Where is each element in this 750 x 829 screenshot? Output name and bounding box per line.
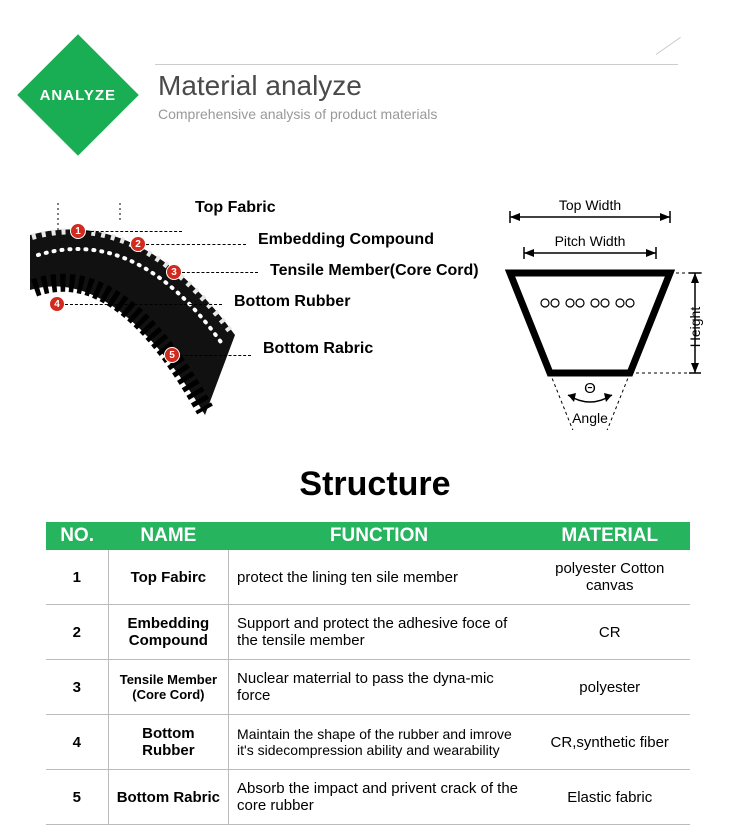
table-row: 4Bottom RubberMaintain the shape of the … bbox=[46, 715, 690, 770]
cell-no: 1 bbox=[46, 550, 108, 605]
profile-angle-symbol: Θ bbox=[584, 380, 596, 397]
analyze-badge: ANALYZE bbox=[18, 35, 138, 155]
table-row: 1Top Fabircprotect the lining ten sile m… bbox=[46, 550, 690, 605]
header-titles: Material analyze Comprehensive analysis … bbox=[158, 70, 437, 122]
structure-table: NO. NAME FUNCTION MATERIAL 1Top Fabircpr… bbox=[46, 522, 690, 825]
table-row: 3Tensile Member (Core Cord)Nuclear mater… bbox=[46, 660, 690, 715]
structure-heading: Structure bbox=[0, 465, 750, 504]
table-header-material: MATERIAL bbox=[529, 522, 690, 550]
cell-no: 3 bbox=[46, 660, 108, 715]
callout-dot: 2 bbox=[130, 236, 146, 252]
callout-label: Top Fabric bbox=[195, 199, 276, 217]
callout-leader bbox=[182, 272, 258, 273]
belt-profile-icon: Top Width Pitch Width Height Θ bbox=[490, 195, 710, 430]
profile-top-width-label: Top Width bbox=[559, 197, 621, 213]
profile-angle-label: Angle bbox=[572, 410, 608, 426]
cell-no: 4 bbox=[46, 715, 108, 770]
callout-leader bbox=[65, 304, 222, 305]
profile-height-label: Height bbox=[687, 307, 703, 348]
cell-name: Bottom Rabric bbox=[108, 770, 228, 825]
table-header-name: NAME bbox=[108, 522, 228, 550]
cell-material: CR bbox=[529, 605, 690, 660]
profile-pitch-width-label: Pitch Width bbox=[555, 233, 626, 249]
diagram-region: 1 Top Fabric 2 Embedding Compound 3 Tensile M… bbox=[0, 195, 750, 455]
analyze-badge-label: ANALYZE bbox=[40, 87, 116, 104]
header-region: ANALYZE Material analyze Comprehensive a… bbox=[0, 20, 750, 180]
table-header-no: NO. bbox=[46, 522, 108, 550]
callout-dot: 4 bbox=[49, 296, 65, 312]
cell-no: 2 bbox=[46, 605, 108, 660]
callout-leader bbox=[146, 244, 246, 245]
cell-function: protect the lining ten sile member bbox=[229, 550, 530, 605]
cell-function: Support and protect the adhesive foce of… bbox=[229, 605, 530, 660]
callout-dot: 1 bbox=[70, 223, 86, 239]
callout-label: Bottom Rubber bbox=[234, 293, 350, 311]
cell-material: polyester Cotton canvas bbox=[529, 550, 690, 605]
cell-no: 5 bbox=[46, 770, 108, 825]
cell-name: Top Fabirc bbox=[108, 550, 228, 605]
callout-leader bbox=[86, 231, 182, 232]
cell-function: Maintain the shape of the rubber and imr… bbox=[229, 715, 530, 770]
table-header-function: FUNCTION bbox=[229, 522, 530, 550]
cell-function: Absorb the impact and privent crack of t… bbox=[229, 770, 530, 825]
page-title: Material analyze bbox=[158, 70, 437, 102]
callout-label: Embedding Compound bbox=[258, 231, 434, 249]
callout-dot: 5 bbox=[164, 347, 180, 363]
cell-material: Elastic fabric bbox=[529, 770, 690, 825]
cell-name: Bottom Rubber bbox=[108, 715, 228, 770]
cell-function: Nuclear materrial to pass the dyna-mic f… bbox=[229, 660, 530, 715]
callout-dot: 3 bbox=[166, 264, 182, 280]
cell-material: CR,synthetic fiber bbox=[529, 715, 690, 770]
cell-name: Embedding Compound bbox=[108, 605, 228, 660]
header-divider bbox=[155, 64, 678, 65]
table-row: 2Embedding CompoundSupport and protect t… bbox=[46, 605, 690, 660]
callout-leader bbox=[180, 355, 251, 356]
callout-label: Tensile Member(Core Cord) bbox=[270, 262, 479, 280]
cell-material: polyester bbox=[529, 660, 690, 715]
cell-name: Tensile Member (Core Cord) bbox=[108, 660, 228, 715]
page-subtitle: Comprehensive analysis of product materi… bbox=[158, 106, 437, 122]
callout-label: Bottom Rabric bbox=[263, 340, 373, 358]
table-row: 5Bottom RabricAbsorb the impact and priv… bbox=[46, 770, 690, 825]
